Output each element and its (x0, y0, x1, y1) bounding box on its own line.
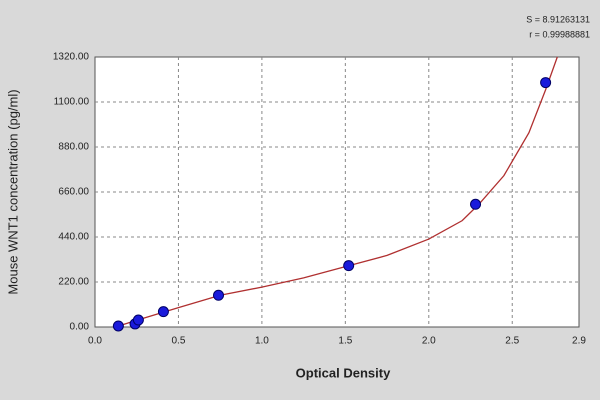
fit-curve (114, 56, 558, 328)
x-axis-label: Optical Density (296, 365, 391, 380)
data-point (540, 77, 552, 89)
x-tick-label: 1.0 (255, 336, 269, 347)
y-axis-label: Mouse WNT1 concentration (pg/ml) (5, 89, 20, 294)
y-tick-label: 1100.00 (54, 97, 90, 108)
data-point (157, 306, 169, 318)
y-tick-label: 440.00 (58, 232, 89, 243)
y-tick-label: 220.00 (58, 277, 89, 288)
x-tick-label: 0.0 (88, 336, 102, 347)
y-tick-label: 660.00 (58, 187, 89, 198)
x-tick-label: 2.9 (572, 336, 586, 347)
y-tick-label: 1320.00 (53, 52, 90, 63)
annotation: S = 8.91263131 (526, 14, 590, 24)
y-tick-label: 0.00 (70, 322, 90, 333)
annotation: r = 0.99988881 (529, 29, 590, 39)
x-tick-label: 0.5 (171, 336, 185, 347)
data-point (343, 260, 355, 272)
y-tick-label: 880.00 (58, 142, 89, 153)
data-point (132, 314, 144, 326)
x-tick-label: 2.5 (505, 336, 519, 347)
data-point (470, 198, 482, 210)
data-point (112, 320, 124, 332)
data-point (213, 289, 225, 301)
x-tick-label: 1.5 (338, 336, 352, 347)
x-tick-label: 2.0 (422, 336, 436, 347)
